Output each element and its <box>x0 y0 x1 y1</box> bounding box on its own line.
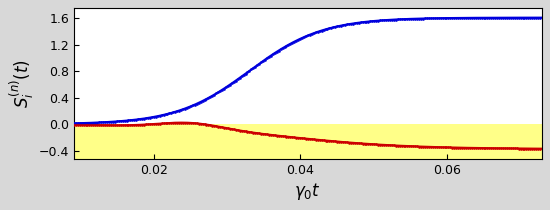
X-axis label: $\gamma_0 t$: $\gamma_0 t$ <box>294 181 321 202</box>
Y-axis label: $S_i^{(n)}(t)$: $S_i^{(n)}(t)$ <box>8 59 36 108</box>
